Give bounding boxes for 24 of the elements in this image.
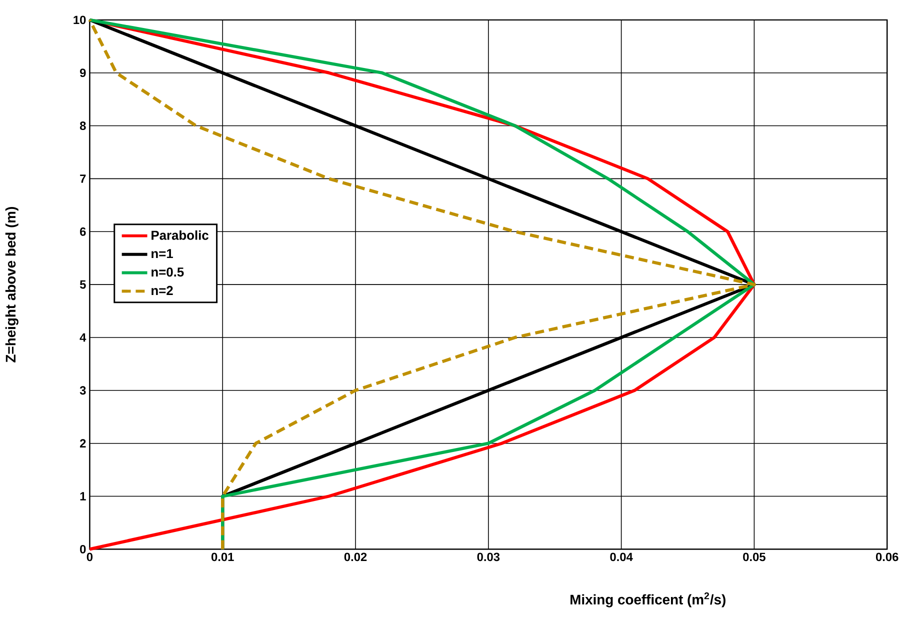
legend-label: n=1 [152,249,173,258]
x-tick-label: 0 [86,552,93,562]
x-tick-label: 0.04 [610,552,633,562]
y-tick-label: 0 [80,545,86,554]
y-tick-label: 10 [74,16,86,24]
legend-label: Parabolic [152,230,208,240]
x-axis-title: Mixing coefficent (m$^{2}$/s) [570,592,726,608]
y-tick-label: 9 [80,68,86,78]
x-tick-label: 0.03 [477,552,500,562]
x-tick-label: 0.01 [211,552,234,562]
x-tick-label: 0.05 [743,552,766,562]
y-tick-label: 1 [80,492,86,500]
y-tick-label: 3 [80,386,86,395]
y-tick-label: 5 [80,280,86,289]
legend-label: n=0.5 [152,268,184,277]
y-axis-title: Z=height above bed (m) [5,207,18,362]
y-tick-label: 4 [80,333,86,342]
x-tick-label: 0.06 [876,552,898,562]
legend-label: n=2 [152,286,173,295]
y-tick-label: 7 [80,174,86,183]
x-tick-label: 0.02 [344,552,367,562]
y-tick-label: 6 [80,227,86,236]
y-tick-label: 2 [80,439,86,448]
y-tick-label: 8 [80,122,86,130]
